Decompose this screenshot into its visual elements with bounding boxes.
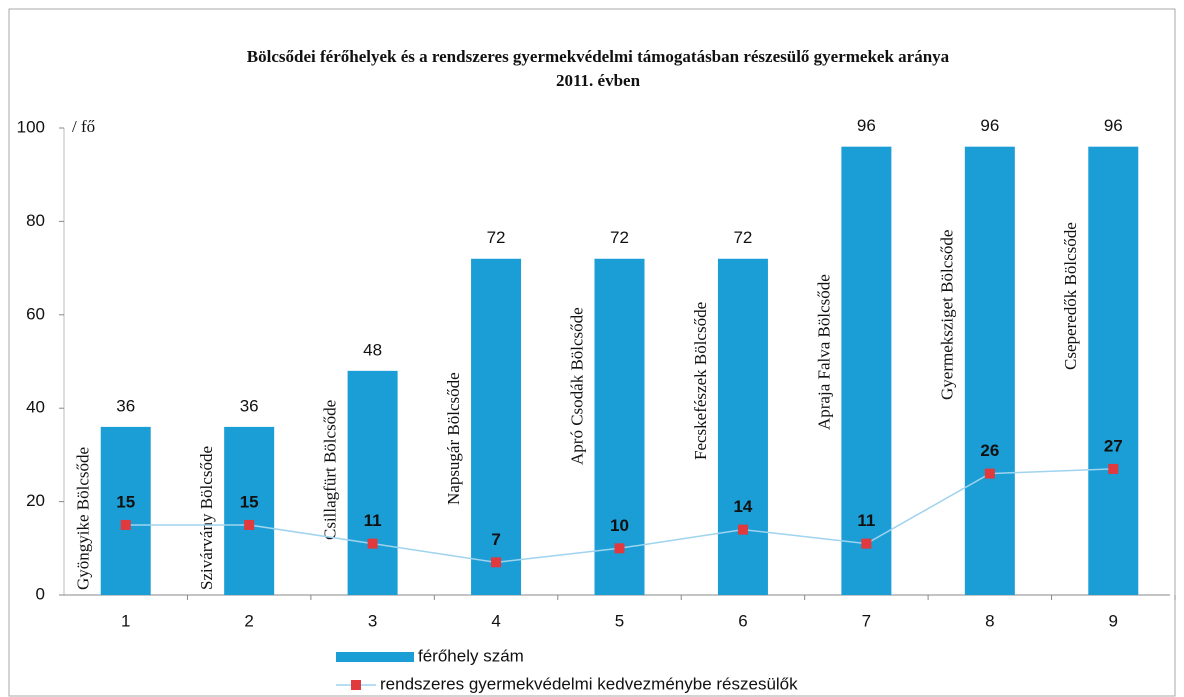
bar [964,146,1015,595]
line-value-label: 15 [240,492,259,511]
bar [717,258,768,595]
marker [120,519,131,530]
bar-name-label: Apró Csodák Bölcsőde [567,307,586,465]
bar-value-label: 72 [487,228,506,247]
legend-swatch [336,652,414,662]
x-tick-label: 2 [244,611,253,630]
bar-name-label: Fecskefészek Bölcsőde [691,302,710,460]
x-tick-label: 1 [121,611,130,630]
bar-name-label: Gyöngyike Bölcsőde [74,447,93,590]
chart-subtitle: 2011. évben [556,71,641,90]
bar-name-label: Napsugár Bölcsőde [444,372,463,505]
bar [471,258,522,595]
legend-marker [351,680,361,690]
y-tick-label: 40 [26,398,45,417]
line-value-label: 15 [116,492,135,511]
x-tick-label: 6 [738,611,747,630]
legend-label: rendszeres gyermekvédelmi kedvezménybe r… [380,674,798,693]
bar-value-label: 72 [610,228,629,247]
line-value-label: 27 [1104,436,1123,455]
chart-title: Bölcsődei férőhelyek és a rendszeres gye… [247,47,950,66]
legend-label: férőhely szám [418,646,524,665]
marker [367,538,378,549]
bar-value-label: 48 [363,340,382,359]
marker [737,524,748,535]
bar [841,146,892,595]
bar [1088,146,1139,595]
bar-name-label: Gyermeksziget Bölcsőde [938,230,957,400]
bar-value-label: 96 [857,116,876,135]
bar [594,258,645,595]
x-tick-label: 9 [1109,611,1118,630]
line-value-label: 11 [364,511,382,530]
x-tick-label: 5 [615,611,624,630]
bar-name-label: Csillagfürt Bölcsőde [321,400,340,540]
bar-name-label: Cseperedők Bölcsőde [1061,222,1080,370]
y-unit: / fő [72,117,95,136]
bar-value-label: 36 [116,396,135,415]
line-value-label: 26 [980,441,999,460]
x-tick-label: 8 [985,611,994,630]
marker [984,468,995,479]
marker [244,519,255,530]
x-tick-label: 3 [368,611,377,630]
line-value-label: 14 [733,497,752,516]
bar-value-label: 72 [733,228,752,247]
y-tick-label: 60 [26,304,45,323]
y-tick-label: 80 [26,211,45,230]
bar-value-label: 36 [240,396,259,415]
y-tick-label: 20 [26,491,45,510]
bar-name-label: Apraja Falva Bölcsőde [814,274,833,430]
bar-value-label: 96 [1104,116,1123,135]
line-value-label: 7 [491,530,500,549]
line-value-label: 11 [857,511,875,530]
bar [100,426,151,595]
marker [614,543,625,554]
bar [224,426,275,595]
y-tick-label: 100 [17,117,45,136]
bar-name-label: Szivárvány Bölcsőde [197,446,216,590]
y-tick-label: 0 [36,584,45,603]
line-value-label: 10 [610,516,629,535]
marker [1108,463,1119,474]
marker [861,538,872,549]
x-tick-label: 4 [491,611,500,630]
x-tick-label: 7 [862,611,871,630]
bar [347,370,398,595]
bar-value-label: 96 [980,116,999,135]
frame [8,8,1176,697]
marker [491,557,502,568]
